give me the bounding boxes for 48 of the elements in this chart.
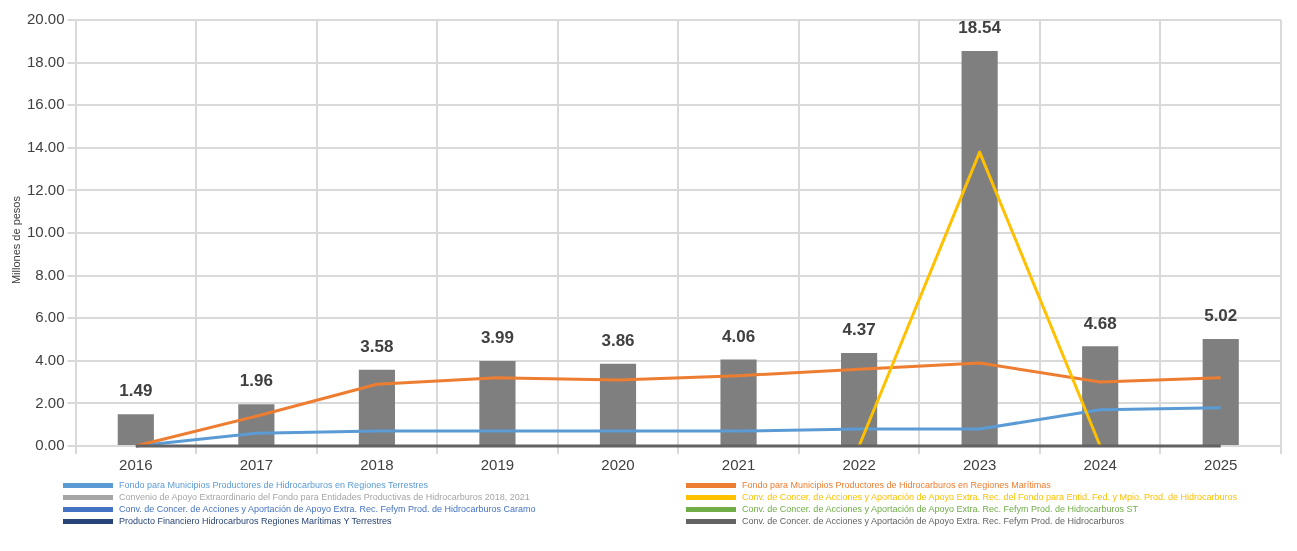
text: Fondo para Municipios Productores de Hidrocarburos en Regiones Terrestres — [119, 480, 428, 490]
legend-label: Conv. de Concer. de Acciones y Aportación de Apoyo Extra. Rec. Fefym Prod. de Hidrocarburos ST — [742, 504, 1139, 514]
bar — [117, 414, 154, 445]
data-label: 3.58 — [360, 336, 394, 356]
x-tick-label: 2020 — [601, 456, 635, 474]
data-label: 4.06 — [721, 326, 756, 346]
text: Conv. de Concer. de Acciones y Aportación de Apoyo Extra. Rec. del Fondo para Entid. Fed. y Mpio. Prod. de Hidrocarburos — [742, 492, 1238, 502]
x-tick-label: 2018 — [360, 456, 394, 474]
bar — [1202, 339, 1239, 445]
y-tick-label: 2.00 — [35, 393, 65, 411]
legend-label: Convenio de Apoyo Extraordinario del Fondo para Entidades Productivas de Hidrocarburos 2018, 2021 — [119, 492, 530, 502]
y-tick-label: 10.00 — [26, 223, 65, 241]
y-axis-title: Millones de pesos — [10, 196, 22, 285]
x-tick-label: 2025 — [1204, 456, 1238, 474]
bar — [599, 363, 637, 445]
data-label: 18.54 — [958, 18, 1002, 38]
y-tick-label: 16.00 — [26, 95, 65, 113]
x-tick-label: 2019 — [480, 456, 515, 474]
x-tick-label: 2023 — [962, 456, 997, 474]
data-label: 4.37 — [842, 320, 876, 340]
y-tick-label: 6.00 — [35, 308, 65, 326]
y-tick-label: 18.00 — [26, 52, 65, 70]
y-tick-label: 12.00 — [26, 180, 65, 198]
legend-label: Producto Financiero Hidrocarburos Regiones Marítimas Y Terrestres — [119, 516, 392, 526]
x-tick-label: 2016 — [119, 456, 153, 474]
data-label: 1.49 — [119, 381, 153, 401]
x-tick-label: 2021 — [721, 456, 756, 474]
y-tick-label: 0.00 — [35, 436, 65, 454]
y-tick-label: 8.00 — [35, 265, 65, 283]
bar — [961, 51, 998, 445]
y-tick-label: 14.00 — [26, 137, 65, 155]
bar — [358, 369, 395, 445]
data-label: 3.86 — [601, 330, 635, 350]
bar — [1082, 346, 1119, 445]
bar — [479, 361, 516, 445]
x-tick-label: 2022 — [842, 456, 876, 474]
data-label: 4.68 — [1083, 313, 1117, 333]
data-label: 1.96 — [239, 371, 273, 391]
y-tick-label: 20.00 — [26, 10, 65, 28]
text: Fondo para Municipios Productores de Hidrocarburos en Regiones Marítimas — [742, 480, 1051, 490]
data-label: 3.99 — [480, 328, 514, 348]
bar — [720, 359, 757, 445]
x-tick-label: 2024 — [1083, 456, 1117, 474]
legend-label: Conv. de Concer. de Acciones y Aportación de Apoyo Extra. Rec. Fefym Prod. de Hidrocarburos Caramo — [119, 504, 536, 514]
data-label: 5.02 — [1204, 306, 1238, 326]
text: Conv. de Concer. de Acciones y Aportación de Apoyo Extra. Rec. Fefym Prod. de Hidrocarburos — [742, 516, 1125, 526]
x-tick-label: 2017 — [239, 456, 274, 474]
y-tick-label: 4.00 — [35, 350, 65, 368]
